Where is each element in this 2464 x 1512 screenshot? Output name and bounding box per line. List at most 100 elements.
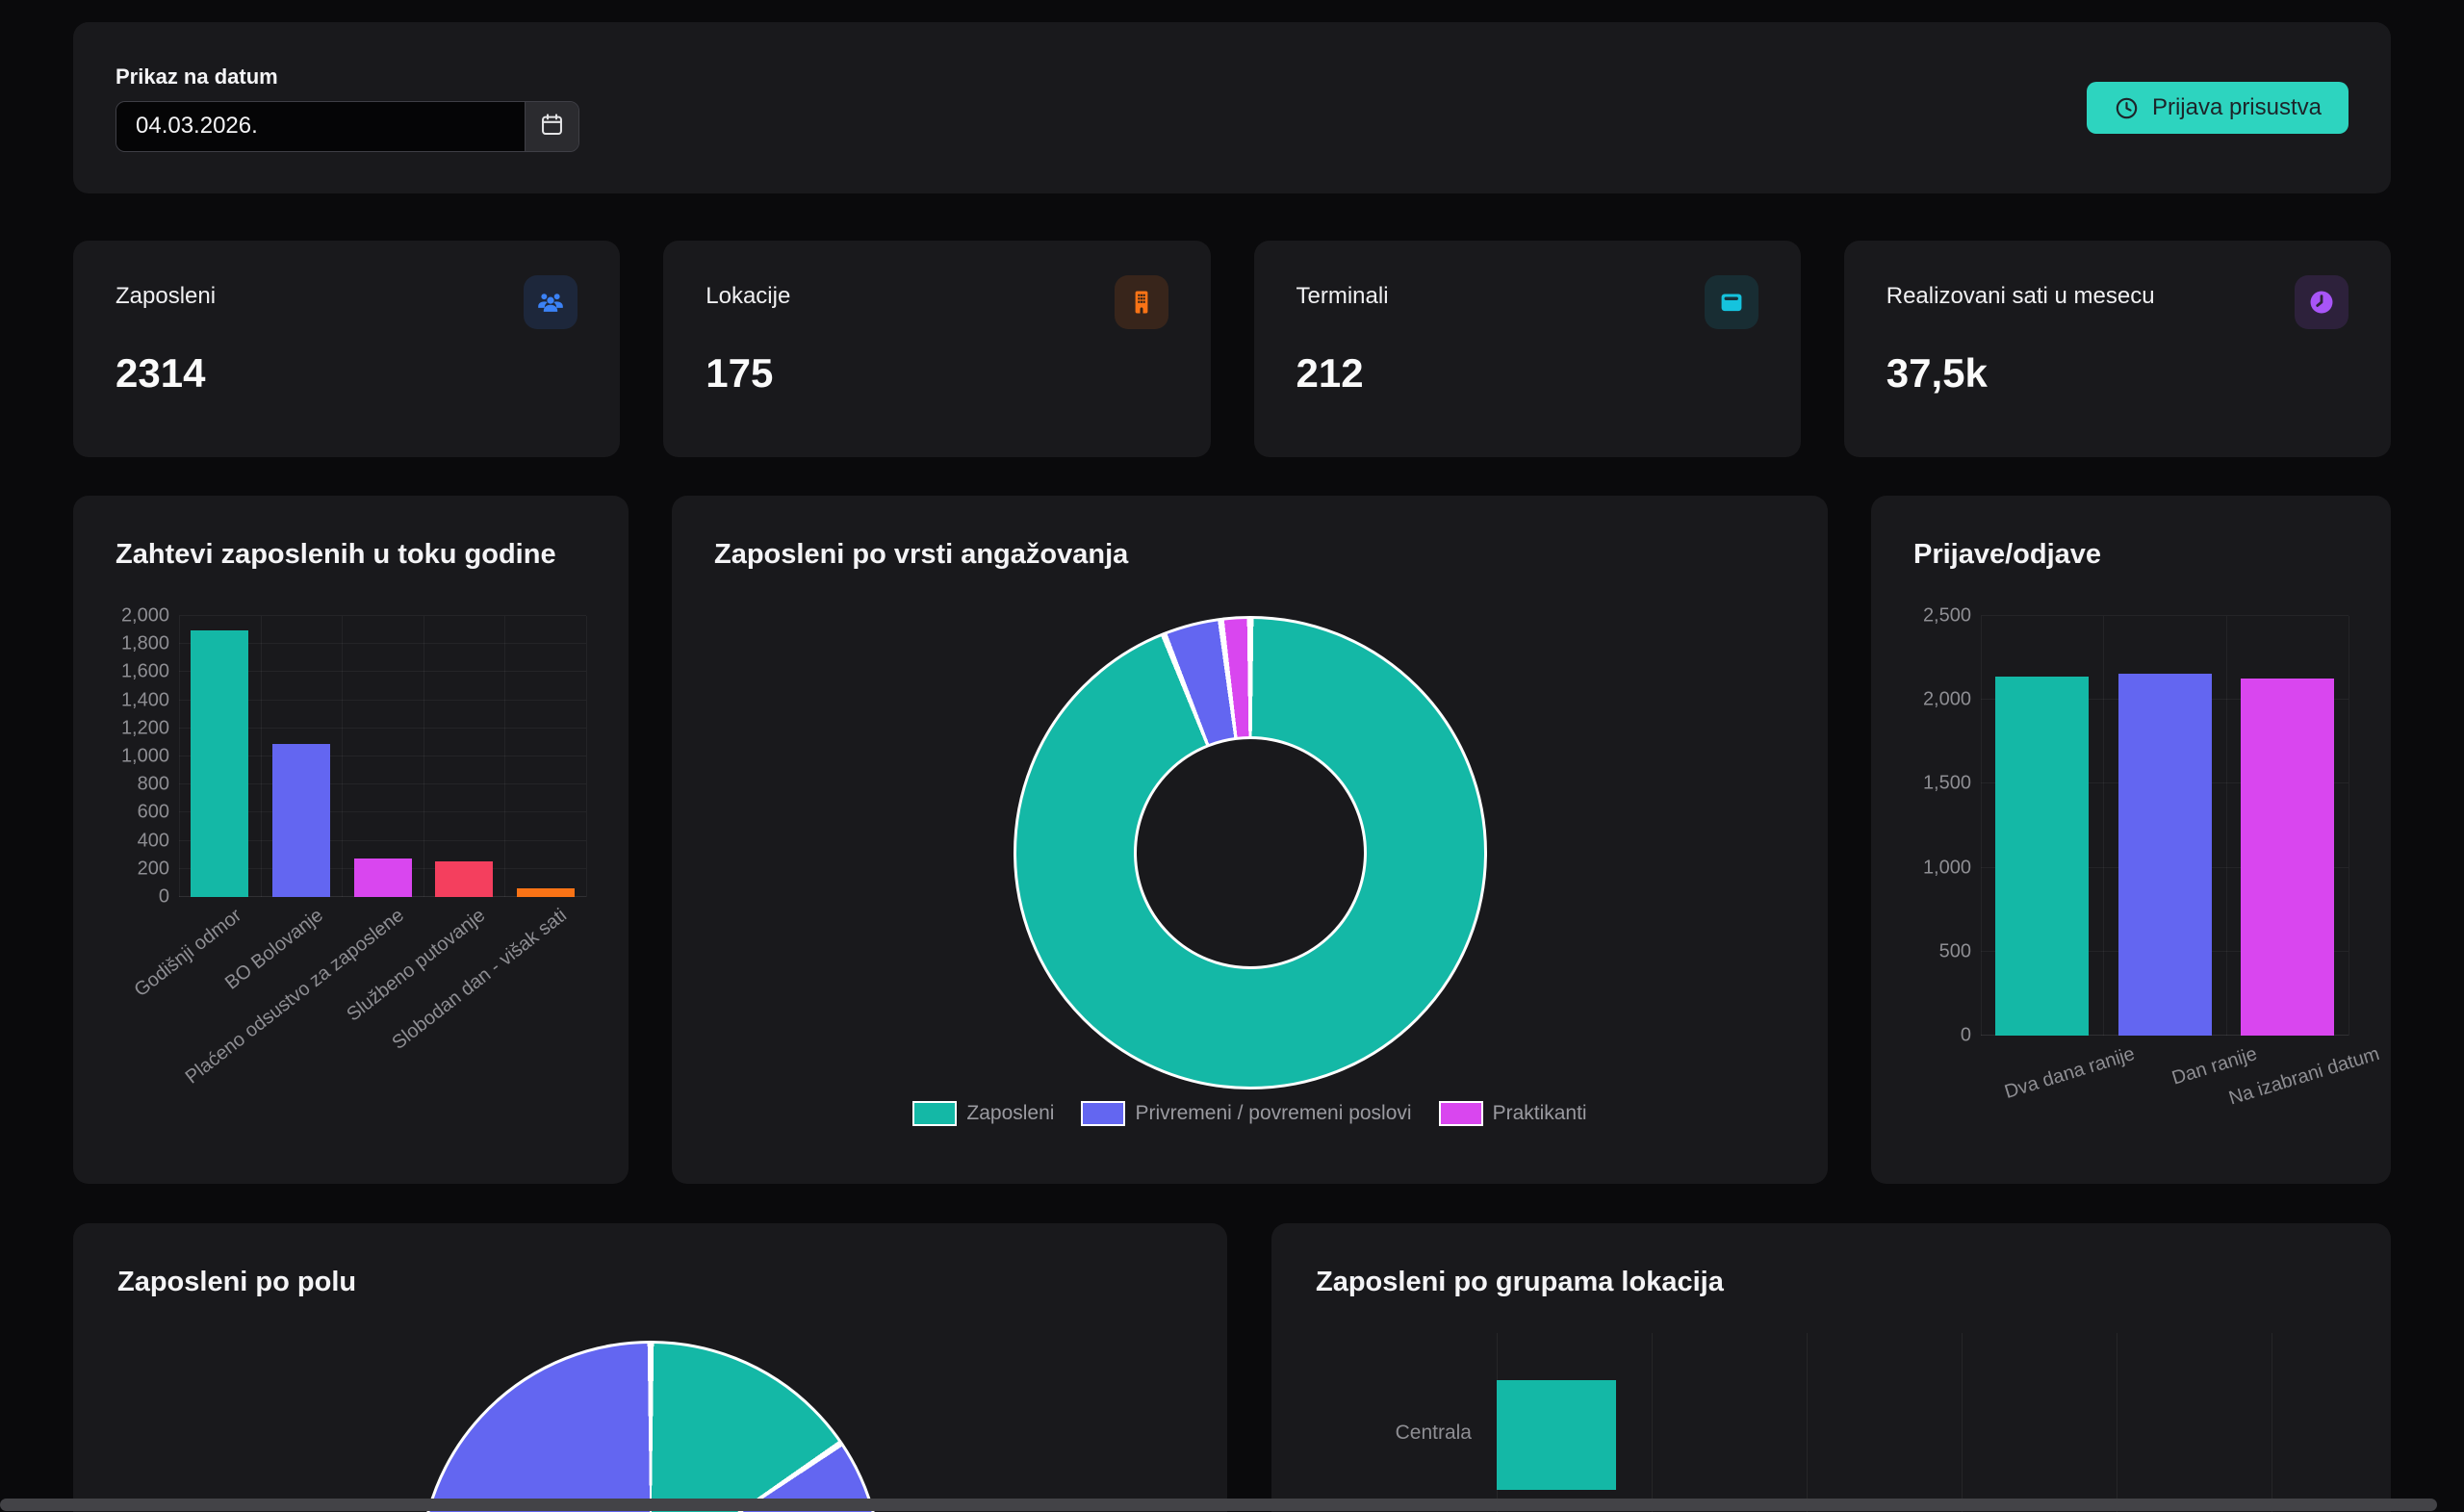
stat-label: Realizovani sati u mesecu (1886, 283, 2155, 309)
grid-line (179, 783, 586, 785)
chart-card-pol: Zaposleni po polu (73, 1223, 1227, 1512)
y-tick-label: 0 (1960, 1024, 1971, 1046)
bottom-charts-row: Zaposleni po polu Zaposleni po grupama l… (73, 1223, 2391, 1512)
grid-line (2225, 616, 2227, 1036)
y-tick-label: 600 (137, 801, 169, 823)
y-axis: 0 200 400 600 800 1,000 1,200 1,400 1,600 1,800 2,… (116, 605, 179, 908)
hbar-category-labels: Centrala (1316, 1333, 1497, 1512)
y-tick-label: 200 (137, 858, 169, 880)
stat-value: 2314 (116, 350, 206, 396)
grid-line (179, 616, 180, 897)
chart-title: Zaposleni po vrsti angažovanja (714, 539, 1129, 570)
building-icon (1114, 275, 1168, 329)
clock-icon (2295, 275, 2348, 329)
chart-legend: Zaposleni Privremeni / povremeni poslovi P… (714, 1101, 1785, 1126)
grid-line (2103, 616, 2105, 1036)
date-picker (116, 100, 579, 152)
grid-line (504, 616, 506, 897)
legend-item[interactable]: Privremeni / povremeni poslovi (1081, 1101, 1412, 1126)
y-tick-label: 1,000 (1922, 857, 1971, 879)
people-group-icon (524, 275, 578, 329)
legend-item[interactable]: Praktikanti (1438, 1101, 1587, 1126)
grid-line (1981, 616, 1982, 1036)
grid-line (342, 616, 344, 897)
legend-item[interactable]: Zaposleni (912, 1101, 1054, 1126)
stat-value: 175 (706, 350, 774, 396)
grid-line (179, 727, 586, 729)
stat-label: Lokacije (706, 283, 791, 309)
bar (353, 858, 412, 897)
bar-chart-prijave: 0 500 1,000 1,500 2,000 2,500 Dva dana ranije D… (1913, 605, 2382, 1132)
bar (516, 888, 575, 897)
chart-card-angazovanja: Zaposleni po vrsti angažovanja Zaposleni… (672, 496, 1828, 1184)
chart-title: Zahtevi zaposlenih u toku godine (116, 539, 556, 570)
chart-title: Prijave/odjave (1913, 539, 2102, 570)
legend-label: Praktikanti (1492, 1102, 1587, 1124)
legend-label: Privremeni / povremeni poslovi (1135, 1102, 1412, 1124)
hbar-chart-grupe: Centrala (1316, 1333, 2347, 1512)
y-tick-label: 2,000 (1922, 688, 1971, 710)
grid-line (179, 615, 586, 616)
chart-plot-row: 0 500 1,000 1,500 2,000 2,500 (1913, 605, 2349, 1046)
y-tick-label: 1,200 (120, 717, 169, 739)
stat-card-terminali: Terminali 212 (1253, 241, 1801, 457)
chart-card-prijave: Prijave/odjave 0 500 1,000 1,500 2,000 2,500 D… (1871, 496, 2391, 1184)
donut-chart-angazovanja (1013, 616, 1487, 1089)
stat-value: 212 (1296, 350, 1364, 396)
y-tick-label: 400 (137, 830, 169, 852)
y-tick-label: 1,600 (120, 660, 169, 682)
horizontal-scrollbar (0, 1498, 2464, 1512)
chart-plot-row: 0 200 400 600 800 1,000 1,200 1,400 1,600 1,800 2,… (116, 605, 587, 908)
y-tick-label: 800 (137, 773, 169, 795)
y-tick-label: 1,000 (120, 745, 169, 767)
legend-label: Zaposleni (966, 1102, 1055, 1124)
bar (191, 629, 249, 897)
chart-title: Zaposleni po grupama lokacija (1316, 1267, 1724, 1297)
grid-line (2348, 616, 2349, 1036)
x-axis: Godišnji odmor BO Bolovanje Plaćeno odsust… (130, 897, 586, 1126)
x-category-label: Dva dana ranije (2001, 1043, 2138, 1103)
clock-icon (2114, 95, 2140, 121)
grid-line (179, 811, 586, 813)
attendance-button-label: Prijava prisustva (2151, 94, 2322, 120)
x-category-label: Službeno putovanje (343, 905, 490, 1026)
attendance-button[interactable]: Prijava prisustva (2086, 82, 2348, 134)
bar (1497, 1380, 1616, 1490)
grid-line (179, 643, 586, 645)
bar (2118, 674, 2212, 1036)
grid-line (1981, 615, 2348, 616)
y-tick-label: 500 (1938, 940, 1971, 962)
hbar-plot-area (1497, 1333, 2347, 1512)
y-tick-label: 1,400 (120, 689, 169, 711)
y-tick-label: 1,800 (120, 632, 169, 654)
scrollbar-thumb[interactable] (0, 1499, 2437, 1511)
y-tick-label: 0 (158, 885, 169, 908)
calendar-button[interactable] (525, 101, 578, 151)
pie-chart-pol (418, 1341, 883, 1512)
y-axis: 0 500 1,000 1,500 2,000 2,500 (1913, 605, 1981, 1046)
bar (435, 860, 494, 897)
chart-card-zahtevi: Zahtevi zaposlenih u toku godine 0 200 400… (73, 496, 629, 1184)
bar (1995, 676, 2090, 1036)
y-tick-label: 2,000 (120, 604, 169, 627)
stats-row: Zaposleni 2314 Lokacije (73, 241, 2391, 457)
donut-hole (1133, 736, 1367, 969)
legend-swatch (912, 1101, 958, 1126)
grid-line (260, 616, 262, 897)
stat-card-lokacije: Lokacije 175 (663, 241, 1211, 457)
stat-label: Terminali (1296, 283, 1389, 309)
grid-line (586, 616, 587, 897)
calendar-icon (539, 112, 565, 141)
grid-line (179, 839, 586, 841)
x-axis: Dva dana ranije Dan ranije Na izabrani dat… (1981, 1036, 2382, 1132)
bar-chart-zahtevi: 0 200 400 600 800 1,000 1,200 1,400 1,600 1,800 2,… (116, 605, 587, 1126)
y-tick-label: 1,500 (1922, 772, 1971, 794)
date-filter-card: Prikaz na datum (73, 22, 2391, 193)
stat-card-zaposleni: Zaposleni 2314 (73, 241, 621, 457)
date-input[interactable] (116, 101, 525, 151)
charts-row: Zahtevi zaposlenih u toku godine 0 200 400… (73, 496, 2391, 1184)
date-label: Prikaz na datum (116, 64, 278, 89)
stat-value: 37,5k (1886, 350, 1988, 396)
plot-area (1981, 615, 2349, 1036)
